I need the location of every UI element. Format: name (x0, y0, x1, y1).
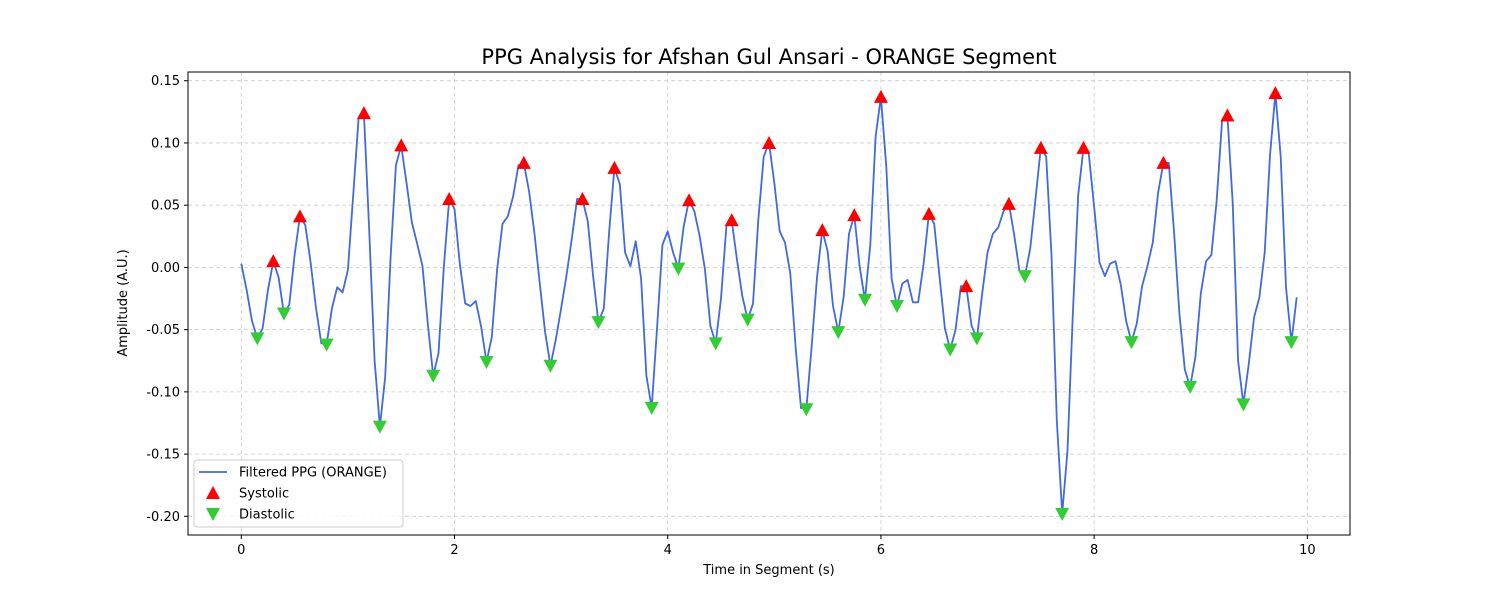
diastolic-marker (543, 359, 558, 373)
diastolic-marker (479, 355, 494, 369)
systolic-marker (607, 160, 622, 174)
diastolic-marker (969, 332, 984, 346)
plot-series (240, 86, 1299, 521)
y-axis-label: Amplitude (A.U.) (116, 249, 131, 356)
diastolic-marker (831, 326, 846, 340)
legend-label: Diastolic (239, 508, 295, 523)
y-tick-label: -0.20 (146, 510, 180, 525)
y-tick-label: 0.15 (151, 74, 180, 89)
systolic-marker (1076, 140, 1091, 154)
systolic-marker (1220, 108, 1235, 122)
systolic-marker (356, 106, 371, 120)
chart-title: PPG Analysis for Afshan Gul Ansari - ORA… (481, 45, 1056, 69)
diastolic-marker (889, 299, 904, 313)
diastolic-marker (1236, 398, 1251, 412)
systolic-marker (1033, 140, 1048, 154)
x-tick-label: 8 (1090, 543, 1098, 558)
diastolic-marker (943, 343, 958, 357)
diastolic-marker (250, 332, 265, 346)
diastolic-marker (1284, 336, 1299, 350)
systolic-marker (292, 209, 307, 223)
diastolic-marker (857, 293, 872, 307)
x-tick-label: 0 (237, 543, 245, 558)
systolic-marker (575, 191, 590, 205)
y-tick-label: 0.00 (151, 261, 180, 276)
legend: Filtered PPG (ORANGE) Systolic Diastolic (193, 459, 404, 528)
systolic-marker (266, 254, 281, 268)
legend-label: Filtered PPG (ORANGE) (239, 466, 387, 481)
diastolic-marker (1017, 270, 1032, 284)
y-tick-label: -0.05 (146, 323, 180, 338)
diastolic-marker (591, 316, 606, 330)
systolic-marker (921, 206, 936, 220)
systolic-marker (1001, 196, 1016, 210)
x-tick-label: 4 (664, 543, 672, 558)
diastolic-marker (1055, 507, 1070, 521)
legend-box (193, 459, 404, 528)
systolic-marker (442, 191, 457, 205)
diastolic-marker (426, 369, 441, 383)
x-tick-label: 2 (450, 543, 458, 558)
axis-ticks: 0 2 4 6 8 10 -0.20 -0.15 -0.10 -0.05 0.00 0.05 0.10 0… (146, 74, 1315, 558)
y-tick-label: 0.05 (151, 199, 180, 214)
legend-label: Systolic (239, 487, 289, 502)
x-axis-label: Time in Segment (s) (702, 563, 834, 578)
legend-systolic-swatch (206, 486, 220, 499)
diastolic-marker (644, 402, 659, 416)
diastolic-marker (319, 338, 334, 352)
diastolic-marker (1124, 336, 1139, 350)
systolic-marker (873, 89, 888, 103)
y-tick-label: 0.10 (151, 136, 180, 151)
systolic-marker (724, 213, 739, 227)
diastolic-marker (372, 420, 387, 434)
diastolic-marker (671, 262, 686, 276)
axes-frame (187, 71, 1351, 536)
diastolic-marker (799, 403, 814, 417)
systolic-marker (394, 138, 409, 152)
legend-diastolic-swatch (206, 508, 220, 521)
systolic-marker (847, 208, 862, 222)
systolic-marker (815, 223, 830, 237)
x-tick-label: 6 (877, 543, 885, 558)
systolic-marker (1156, 155, 1171, 169)
y-tick-label: -0.15 (146, 448, 180, 463)
diastolic-marker (708, 337, 723, 351)
diastolic-marker (1183, 380, 1198, 394)
systolic-marker (682, 193, 697, 207)
y-tick-label: -0.10 (146, 385, 180, 400)
systolic-marker (1268, 86, 1283, 100)
systolic-marker (762, 135, 776, 149)
systolic-marker (959, 279, 974, 293)
diastolic-marker (276, 307, 291, 321)
systolic-marker (516, 155, 531, 169)
diastolic-marker (740, 313, 755, 327)
x-tick-label: 10 (1299, 543, 1316, 558)
